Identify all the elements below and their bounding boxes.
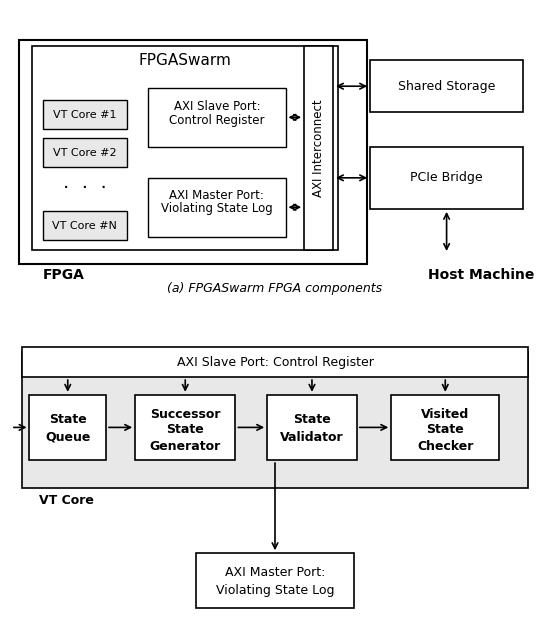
FancyBboxPatch shape (43, 211, 127, 240)
Text: State: State (293, 413, 331, 426)
FancyBboxPatch shape (370, 60, 523, 112)
Text: Control Register: Control Register (169, 115, 265, 127)
FancyBboxPatch shape (370, 146, 523, 209)
FancyBboxPatch shape (30, 395, 106, 460)
FancyBboxPatch shape (19, 39, 367, 264)
FancyBboxPatch shape (21, 352, 529, 488)
Text: AXI Interconnect: AXI Interconnect (312, 100, 325, 197)
Text: State: State (49, 413, 87, 426)
Text: Violating State Log: Violating State Log (216, 584, 334, 597)
Text: VT Core #2: VT Core #2 (53, 148, 117, 158)
Text: (a) FPGASwarm FPGA components: (a) FPGASwarm FPGA components (167, 282, 383, 295)
Text: Host Machine: Host Machine (428, 268, 534, 282)
Text: Queue: Queue (45, 431, 90, 444)
FancyBboxPatch shape (135, 395, 235, 460)
Text: FPGA: FPGA (43, 268, 85, 282)
Text: Validator: Validator (280, 431, 344, 444)
Text: ·  ·  ·: · · · (63, 178, 107, 198)
FancyBboxPatch shape (196, 553, 354, 608)
Text: Successor: Successor (150, 408, 221, 421)
Text: AXI Slave Port: Control Register: AXI Slave Port: Control Register (177, 356, 373, 369)
Text: Generator: Generator (150, 440, 221, 453)
FancyBboxPatch shape (267, 395, 357, 460)
FancyBboxPatch shape (32, 46, 338, 250)
FancyBboxPatch shape (148, 88, 285, 146)
Text: VT Core #1: VT Core #1 (53, 110, 117, 120)
Text: Visited: Visited (421, 408, 469, 421)
Text: Violating State Log: Violating State Log (161, 202, 273, 215)
Text: State: State (166, 423, 204, 436)
Text: AXI Slave Port:: AXI Slave Port: (174, 100, 260, 113)
Text: PCIe Bridge: PCIe Bridge (410, 172, 483, 184)
FancyBboxPatch shape (304, 46, 333, 250)
Text: VT Core: VT Core (39, 494, 94, 507)
Text: Checker: Checker (417, 440, 474, 453)
Text: AXI Master Port:: AXI Master Port: (225, 566, 325, 579)
FancyBboxPatch shape (148, 178, 285, 237)
FancyBboxPatch shape (391, 395, 499, 460)
Text: AXI Master Port:: AXI Master Port: (169, 188, 265, 202)
Text: Shared Storage: Shared Storage (398, 80, 496, 93)
FancyBboxPatch shape (21, 347, 529, 377)
Text: FPGASwarm: FPGASwarm (139, 53, 232, 68)
FancyBboxPatch shape (43, 100, 127, 130)
Text: VT Core #N: VT Core #N (52, 220, 117, 230)
FancyBboxPatch shape (43, 138, 127, 167)
Text: State: State (426, 423, 464, 436)
